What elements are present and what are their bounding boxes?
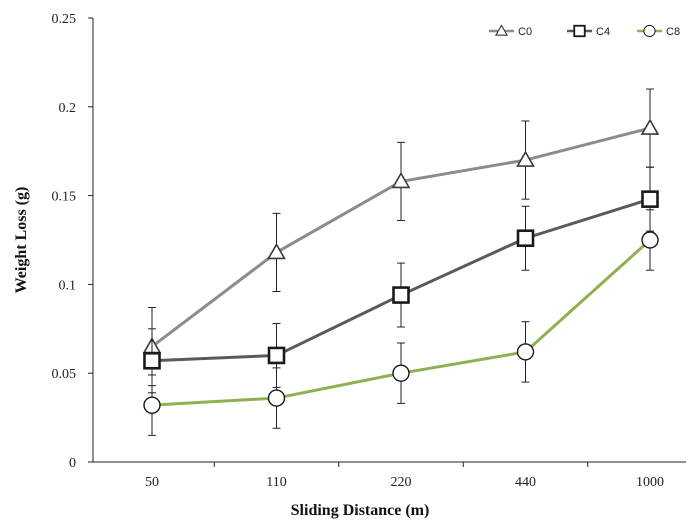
triangle-marker xyxy=(494,24,509,36)
square-marker xyxy=(641,190,659,208)
legend-label: C8 xyxy=(666,26,680,38)
plot-area: 0 0.05 0.1 0.15 0.2 0.25 50 110 220 440 1000 xyxy=(52,12,686,490)
square-marker xyxy=(267,346,286,365)
legend-item-c8: C8 xyxy=(637,24,680,38)
y-tick-label: 0.05 xyxy=(52,367,77,382)
y-tick-label: 0.2 xyxy=(59,101,77,116)
x-tick-label: 1000 xyxy=(636,475,664,490)
circle-marker xyxy=(392,364,410,382)
square-marker xyxy=(392,286,410,304)
y-tick-label: 0.25 xyxy=(52,12,77,27)
triangle-marker xyxy=(516,150,535,167)
legend-item-c0: C0 xyxy=(489,24,532,38)
triangle-marker xyxy=(267,242,286,260)
y-axis-title: Weight Loss (g) xyxy=(13,187,30,294)
y-tick-label: 0.15 xyxy=(52,190,77,205)
series-c8 xyxy=(143,209,659,436)
series-layer xyxy=(142,88,660,436)
series-c0 xyxy=(142,88,660,387)
circle-marker xyxy=(267,389,286,407)
y-ticks: 0 0.05 0.1 0.15 0.2 0.25 xyxy=(52,12,93,471)
square-marker xyxy=(573,24,586,38)
x-tick-label: 110 xyxy=(266,475,286,490)
y-tick-label: 0 xyxy=(69,456,76,471)
square-marker xyxy=(516,229,535,248)
circle-marker xyxy=(143,396,161,414)
triangle-marker xyxy=(640,118,660,135)
legend-item-c4: C4 xyxy=(567,24,610,38)
x-axis-title: Sliding Distance (m) xyxy=(291,502,430,519)
square-marker xyxy=(143,351,161,370)
x-tick-label: 50 xyxy=(145,475,159,490)
circle-marker xyxy=(516,343,535,361)
circle-marker xyxy=(641,231,659,249)
x-ticks: 50 110 220 440 1000 xyxy=(145,462,664,490)
triangle-marker xyxy=(391,171,411,189)
x-tick-label: 220 xyxy=(391,475,412,490)
circle-marker xyxy=(643,24,656,38)
x-tick-label: 440 xyxy=(515,475,536,490)
y-tick-label: 0.1 xyxy=(59,278,77,293)
legend-label: C0 xyxy=(518,26,532,38)
legend: C0 C4 C8 xyxy=(489,24,680,38)
legend-label: C4 xyxy=(596,26,610,38)
